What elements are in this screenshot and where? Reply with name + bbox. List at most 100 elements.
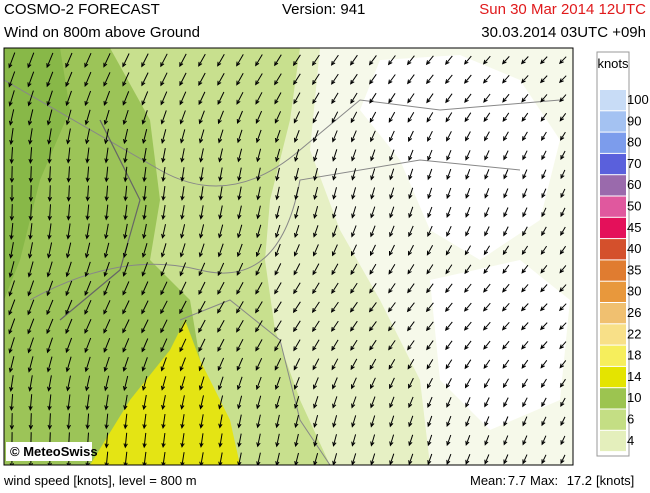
wind-arrow: [237, 414, 242, 429]
wind-arrow: [540, 303, 548, 312]
wind-arrow: [463, 321, 472, 331]
wind-arrow: [123, 147, 128, 164]
wind-arrow: [559, 265, 567, 274]
wind-arrow: [408, 149, 414, 162]
max-value: 17.2: [567, 473, 592, 488]
wind-arrow: [199, 224, 205, 239]
wind-arrow: [294, 186, 299, 201]
wind-arrow: [484, 226, 490, 237]
wind-arrow: [408, 377, 414, 389]
wind-arrow: [465, 397, 471, 408]
wind-arrow: [123, 128, 129, 145]
wind-arrow: [236, 282, 244, 295]
wind-arrow: [558, 75, 567, 84]
wind-arrow: [294, 414, 299, 429]
wind-arrow: [161, 224, 166, 239]
wind-arrow: [217, 243, 224, 258]
wind-arrow: [256, 205, 261, 220]
wind-arrow: [483, 112, 491, 123]
wind-arrow: [255, 129, 262, 144]
wind-arrow: [351, 434, 357, 447]
wind-arrow: [293, 377, 300, 390]
wind-arrow: [465, 454, 471, 465]
wind-arrow: [142, 432, 147, 449]
wind-arrow: [389, 225, 395, 238]
wind-arrow: [47, 223, 52, 240]
wind-arrow: [464, 264, 472, 275]
wind-arrow: [103, 261, 110, 277]
wind-arrow: [179, 53, 187, 68]
wind-arrow: [501, 302, 510, 312]
wind-arrow: [122, 242, 129, 259]
wind-arrow: [198, 300, 206, 314]
legend-label: 40: [627, 241, 641, 256]
wind-arrow: [122, 300, 130, 315]
wind-arrow: [540, 94, 548, 103]
wind-arrow: [560, 169, 566, 180]
wind-arrow: [313, 225, 319, 238]
wind-arrow: [218, 148, 223, 163]
wind-arrow: [559, 341, 567, 350]
wind-arrow: [142, 204, 147, 221]
legend-swatch: [600, 303, 626, 324]
wind-arrow: [104, 185, 109, 202]
valid-time: Sun 30 Mar 2014 12UTC: [479, 1, 646, 18]
wind-arrow: [351, 396, 357, 409]
wind-arrow: [85, 375, 91, 392]
wind-arrow: [199, 395, 204, 410]
wind-arrow: [123, 413, 128, 430]
wind-arrow: [218, 414, 223, 429]
wind-arrow: [294, 452, 299, 465]
map: © MeteoSwiss: [4, 48, 573, 465]
wind-arrow: [560, 150, 566, 160]
wind-arrow: [141, 375, 148, 392]
wind-arrow: [180, 167, 185, 182]
wind-arrow: [46, 337, 53, 354]
wind-arrow: [180, 395, 185, 410]
legend-swatch: [600, 409, 626, 430]
wind-arrow: [217, 91, 225, 106]
wind-arrow: [521, 264, 529, 274]
wind-arrow: [255, 92, 263, 105]
title: COSMO-2 FORECAST: [4, 1, 160, 18]
wind-arrow: [28, 375, 33, 392]
wind-arrow: [275, 167, 280, 182]
wind-arrow: [160, 281, 168, 296]
wind-arrow: [27, 337, 34, 354]
wind-arrow: [389, 187, 395, 200]
wind-arrow: [541, 435, 547, 446]
wind-arrow: [389, 130, 395, 143]
wind-arrow: [65, 52, 73, 69]
wind-arrow: [218, 205, 223, 220]
wind-arrow: [427, 396, 433, 408]
wind-arrow: [198, 72, 206, 87]
wind-arrow: [332, 206, 338, 219]
wind-arrow: [218, 186, 223, 201]
wind-arrow: [160, 300, 168, 315]
wind-arrow: [217, 338, 225, 352]
legend-frame: [596, 51, 630, 457]
wind-arrow: [28, 413, 34, 430]
wind-arrow: [312, 263, 320, 276]
wind-arrow: [199, 452, 204, 465]
wind-arrow: [218, 452, 223, 465]
wind-arrow: [332, 187, 337, 200]
wind-arrow: [502, 93, 510, 103]
wind-arrow: [46, 52, 54, 69]
wind-arrow: [559, 94, 567, 103]
wind-arrow: [408, 225, 414, 238]
wind-arrow: [484, 454, 490, 465]
wind-arrow: [122, 91, 130, 106]
wind-arrow: [559, 284, 567, 293]
credit: © MeteoSwiss: [10, 444, 98, 459]
wind-arrow: [66, 147, 71, 164]
wind-arrow: [522, 416, 528, 427]
wind-arrow: [521, 245, 529, 255]
wind-arrow: [332, 396, 338, 409]
wind-arrow: [521, 284, 529, 293]
wind-arrow: [502, 283, 510, 293]
wind-arrow: [350, 111, 358, 124]
wind-arrow: [47, 166, 52, 183]
wind-arrow: [351, 168, 357, 181]
wind-arrow: [141, 53, 149, 68]
